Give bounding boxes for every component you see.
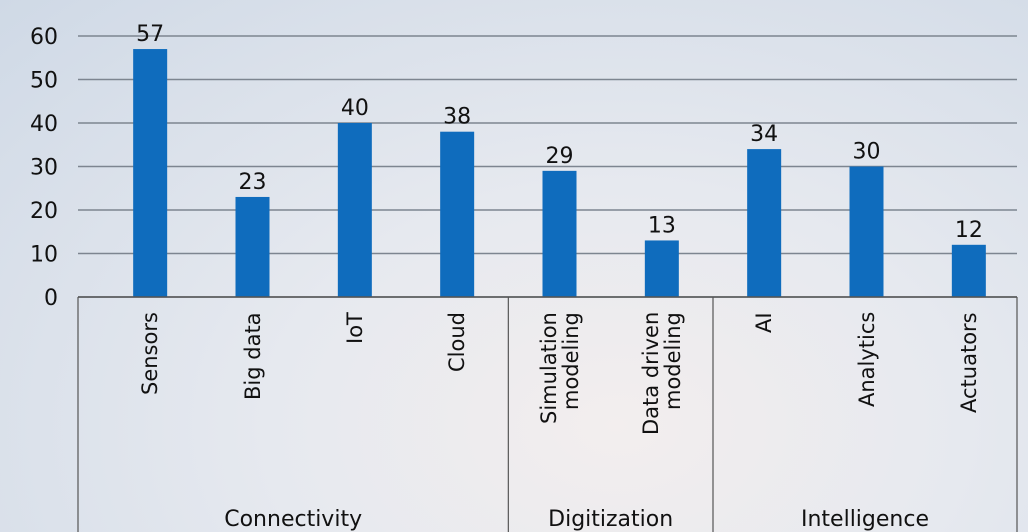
bar — [850, 167, 884, 298]
value-label: 29 — [546, 144, 574, 169]
x-tick-label: Cloud — [446, 312, 468, 502]
value-label: 40 — [341, 96, 369, 121]
x-tick-label: Big data — [242, 312, 264, 502]
page: 0 10 20 30 40 50 60 57 23 40 38 Connectivity 29 13 Dig… — [0, 0, 1028, 532]
bar — [952, 245, 986, 297]
bar — [543, 171, 577, 297]
bar — [747, 149, 781, 297]
group-label: Connectivity — [224, 507, 362, 532]
x-tick-label: IoT — [344, 312, 366, 502]
x-tick-label: Sensors — [139, 312, 161, 502]
value-label: 30 — [853, 140, 881, 165]
group-label: Digitization — [548, 507, 673, 532]
value-label: 23 — [239, 170, 267, 195]
value-label: 34 — [750, 122, 778, 147]
value-label: 12 — [955, 218, 983, 243]
x-tick-label: Analytics — [856, 312, 878, 502]
y-tick-label: 0 — [44, 286, 58, 311]
y-tick-label: 50 — [30, 69, 58, 94]
bar — [133, 49, 167, 297]
group-label: Intelligence — [801, 507, 929, 532]
y-tick-label: 40 — [30, 112, 58, 137]
y-tick-label: 60 — [30, 25, 58, 50]
value-label: 13 — [648, 213, 676, 238]
y-tick-label: 30 — [30, 156, 58, 181]
value-label: 57 — [136, 22, 164, 47]
value-label: 38 — [443, 105, 471, 130]
bar — [236, 197, 270, 297]
bar — [440, 132, 474, 297]
x-tick-label: AI — [753, 312, 775, 502]
y-tick-label: 20 — [30, 199, 58, 224]
y-tick-label: 10 — [30, 243, 58, 268]
x-tick-label: Simulation modeling — [538, 312, 582, 502]
bar — [645, 240, 679, 297]
x-tick-label: Data driven modeling — [640, 312, 684, 502]
x-tick-label: Actuators — [958, 312, 980, 502]
bar — [338, 123, 372, 297]
